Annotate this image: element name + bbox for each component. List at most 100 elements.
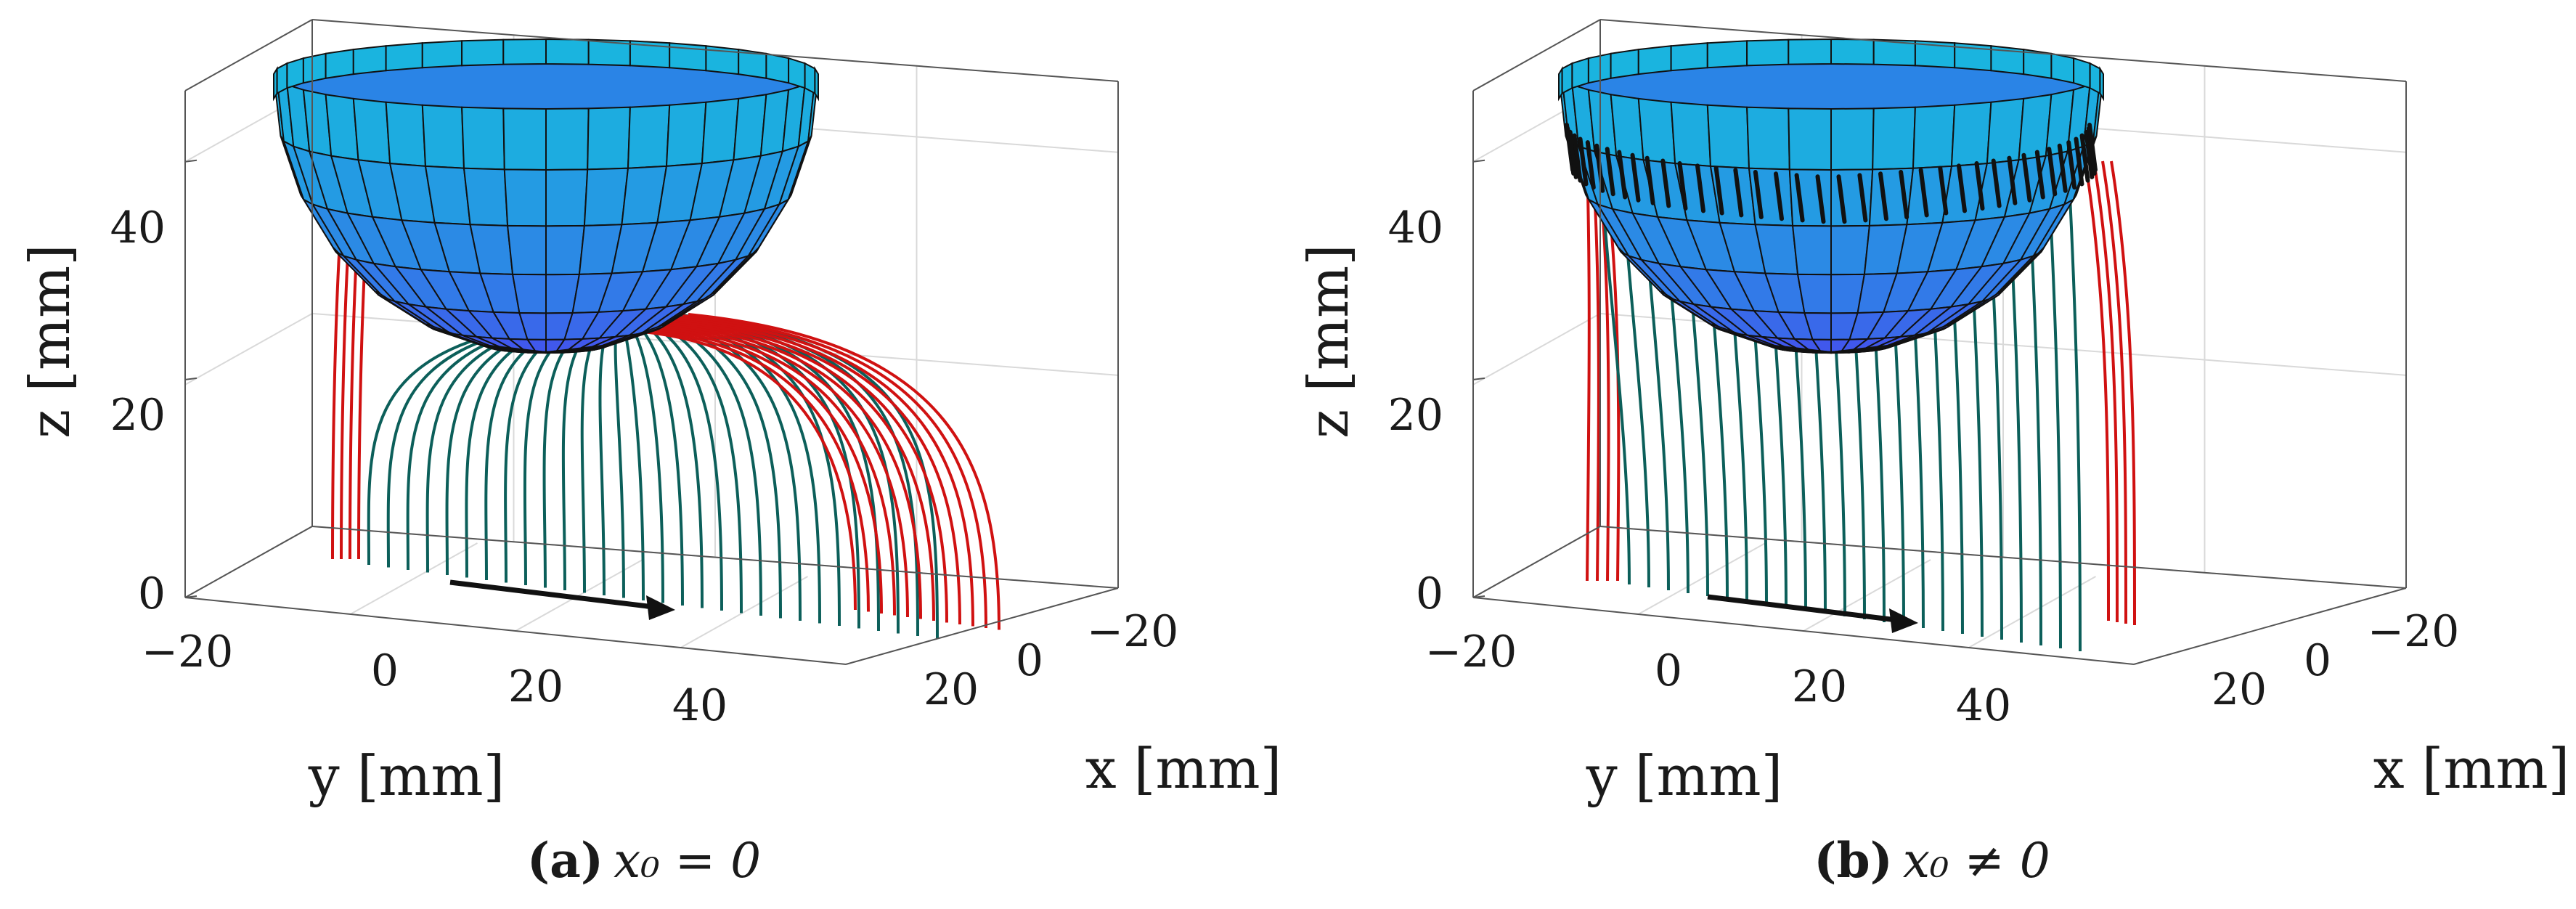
bowl-rim-patch — [302, 52, 327, 84]
bowl-rim-patch — [352, 45, 387, 76]
wall-stroke — [1918, 168, 1929, 218]
bowl-surface-patch — [352, 97, 391, 165]
bowl-surface-patch — [462, 167, 509, 227]
wall-stroke — [1753, 169, 1764, 219]
axis-line — [1472, 19, 1601, 91]
gridline — [184, 312, 313, 386]
arrow-shaft — [449, 579, 654, 610]
y-tick-label: −20 — [142, 627, 234, 677]
wall-stroke — [1991, 158, 2002, 208]
bowl-rim-patch — [1637, 45, 1672, 76]
arrow-right-icon — [1889, 608, 1918, 633]
trajectory-green — [635, 314, 743, 614]
bowl-surface-patch — [1950, 101, 1992, 167]
caption-text-a: x₀ = 0 — [614, 833, 761, 889]
bowl-surface-patch — [1872, 106, 1916, 171]
x-tick-label: 0 — [1016, 635, 1043, 686]
axis-line — [2133, 587, 2407, 665]
y-tick-label: 40 — [1956, 680, 2011, 731]
tick-mark — [1472, 159, 1485, 163]
axis-line — [311, 19, 1119, 82]
bowl-surface-patch — [385, 101, 427, 167]
bowl-surface-patch — [545, 344, 608, 353]
bowl-surface-patch — [1706, 104, 1750, 169]
gridline — [1638, 542, 1766, 615]
x-tick-label: 20 — [924, 664, 979, 715]
bowl-rim-patch — [1571, 57, 1589, 89]
wall-stroke — [2074, 136, 2084, 187]
gridline — [350, 542, 478, 615]
trajectory-red-right — [629, 327, 870, 612]
bowl-rim-patch — [286, 57, 304, 89]
trajectory-green — [598, 315, 617, 596]
bowl-surface-patch — [1821, 351, 1832, 354]
wall-stroke — [2047, 147, 2058, 197]
bowl-rim-patch — [1788, 38, 1832, 65]
tick-mark — [1472, 595, 1485, 598]
chart-b: 0 20 40 −20 0 20 40 20 0 −20 y [mm] x [m… — [1296, 19, 2569, 889]
bowl-rim-patch — [804, 62, 816, 95]
bowl-rim-patch — [1706, 40, 1748, 69]
wall-stroke — [2087, 123, 2098, 172]
trajectory-red-right — [624, 329, 857, 611]
wall-stroke — [1974, 161, 1985, 211]
y-tick-label: −20 — [1425, 627, 1517, 677]
trajectory-red-right — [688, 313, 1000, 630]
wall-stroke — [1644, 155, 1655, 205]
wall-stroke — [1857, 173, 1868, 223]
bowl-rim-patch — [2073, 57, 2091, 89]
z-tick-label: 40 — [110, 203, 166, 253]
wall-stroke — [2034, 150, 2045, 200]
bowl-rim-patch — [1746, 38, 1790, 67]
trajectory-green — [367, 318, 582, 566]
trajectory-green — [629, 314, 704, 608]
trajectory-red-right — [659, 320, 935, 621]
tick-mark — [1472, 377, 1485, 380]
bowl-surface-patch — [587, 106, 631, 171]
bowl-surface-patch — [506, 224, 547, 276]
trajectory-red-right — [664, 319, 948, 623]
bowl-surface-patch — [1912, 104, 1956, 169]
wall-stroke — [1660, 158, 1671, 208]
bowl-rim-patch — [1830, 38, 1875, 65]
bowl-rim-patch — [502, 38, 547, 65]
tick-mark — [184, 159, 197, 163]
trajectory-red-right — [647, 323, 909, 618]
x-tick-label: 20 — [2212, 664, 2267, 715]
bowl-surface-patch — [545, 168, 589, 227]
tick-mark — [184, 595, 197, 598]
bowl-rim-patch — [2089, 62, 2101, 95]
y-tick-label: 0 — [371, 645, 399, 696]
x-axis-label: x [mm] — [2373, 736, 2569, 801]
wall-stroke — [2021, 152, 2032, 203]
wall-stroke — [2057, 143, 2068, 193]
bowl-rim-patch — [788, 57, 806, 89]
wall-stroke — [1878, 171, 1889, 221]
axis-line — [311, 526, 1119, 589]
bowl-surface-patch — [1637, 97, 1676, 165]
x-tick-label: −20 — [1087, 606, 1179, 657]
z-tick-label: 20 — [110, 390, 166, 441]
trajectory-red-right — [670, 317, 961, 625]
gridline — [515, 559, 643, 632]
axis-line — [184, 526, 313, 598]
bowl-surface-patch — [1746, 106, 1790, 171]
trajectory-red-right — [635, 326, 883, 614]
trajectory-red-right — [641, 325, 896, 616]
trajectory-red-right — [682, 314, 987, 629]
arrow-shaft — [1707, 594, 1897, 623]
gridline — [680, 576, 808, 648]
caption-a: (a) x₀ = 0 — [527, 832, 761, 889]
wall-stroke — [1572, 133, 1583, 183]
y-tick-label: 20 — [508, 661, 563, 712]
trajectory-red-right — [2110, 160, 2136, 626]
z-tick-label: 0 — [1416, 568, 1443, 619]
trajectory-green — [614, 316, 625, 598]
axis-line — [845, 587, 1119, 665]
bowl-rim-patch — [461, 38, 505, 67]
bowl-surface-patch — [583, 167, 629, 227]
trajectory-red-right — [2092, 160, 2119, 623]
x-axis-label: x [mm] — [1085, 736, 1281, 801]
wall-stroke — [1585, 140, 1596, 190]
